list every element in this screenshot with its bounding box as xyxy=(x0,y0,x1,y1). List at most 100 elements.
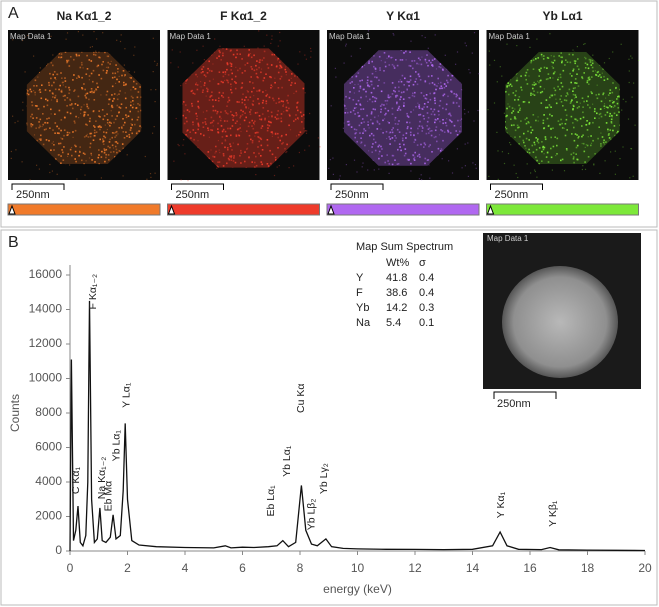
speckle xyxy=(111,115,113,117)
speckle xyxy=(536,177,537,178)
speckle xyxy=(219,116,221,118)
speckle xyxy=(516,80,518,82)
particle xyxy=(502,266,618,378)
speckle xyxy=(428,60,430,62)
speckle xyxy=(187,109,189,111)
speckle xyxy=(269,76,271,78)
speckle xyxy=(363,131,364,132)
speckle xyxy=(153,38,154,39)
scale-label: 250nm xyxy=(495,189,529,201)
speckle xyxy=(577,120,579,122)
speckle xyxy=(235,162,237,164)
speckle xyxy=(279,101,281,103)
speckle xyxy=(134,124,136,126)
speckle xyxy=(431,114,433,116)
speckle xyxy=(129,77,130,78)
speckle xyxy=(552,66,553,67)
speckle xyxy=(257,98,259,100)
speckle xyxy=(516,45,517,46)
speckle xyxy=(281,121,283,123)
speckle xyxy=(230,128,232,130)
speckle xyxy=(519,109,521,111)
speckle xyxy=(15,149,16,150)
speckle xyxy=(92,81,94,83)
speckle xyxy=(235,88,237,90)
speckle xyxy=(465,43,466,44)
speckle xyxy=(232,125,234,127)
speckle xyxy=(274,78,275,79)
speckle xyxy=(258,30,259,31)
speckle xyxy=(230,84,232,86)
speckle xyxy=(52,143,53,144)
speckle xyxy=(299,152,300,153)
speckle xyxy=(117,105,119,107)
speckle xyxy=(380,146,382,148)
speckle xyxy=(194,93,196,95)
speckle xyxy=(428,146,430,148)
speckle xyxy=(389,163,391,165)
speckle xyxy=(387,100,389,102)
speckle xyxy=(605,98,606,99)
speckle xyxy=(240,110,242,112)
speckle xyxy=(612,92,614,94)
speckle xyxy=(378,169,379,170)
speckle xyxy=(560,119,562,121)
speckle xyxy=(222,136,224,138)
speckle xyxy=(253,128,255,130)
speckle xyxy=(133,81,135,83)
peak-label: Y Kα₁ xyxy=(495,491,507,518)
speckle xyxy=(588,79,590,81)
speckle xyxy=(240,115,242,117)
speckle xyxy=(592,60,594,62)
speckle xyxy=(468,111,469,112)
speckle xyxy=(98,126,100,128)
speckle xyxy=(555,90,557,92)
speckle xyxy=(264,46,265,47)
speckle xyxy=(33,90,34,91)
speckle xyxy=(572,50,573,51)
speckle xyxy=(436,68,437,69)
speckle xyxy=(210,129,212,131)
speckle xyxy=(547,57,549,59)
speckle xyxy=(93,92,95,94)
speckle xyxy=(589,76,591,78)
speckle xyxy=(201,86,202,87)
speckle xyxy=(377,122,379,124)
speckle xyxy=(574,63,576,65)
speckle xyxy=(106,113,108,115)
speckle xyxy=(596,113,598,115)
speckle xyxy=(442,123,444,125)
table-cell: 0.3 xyxy=(419,302,434,314)
speckle xyxy=(500,66,501,67)
speckle xyxy=(242,72,244,74)
speckle xyxy=(366,115,368,117)
speckle xyxy=(573,94,575,96)
speckle xyxy=(361,67,362,68)
x-tick-label: 8 xyxy=(297,561,304,575)
speckle xyxy=(202,71,204,73)
speckle xyxy=(76,77,78,79)
speckle xyxy=(269,121,271,123)
speckle xyxy=(378,158,380,160)
speckle xyxy=(42,113,44,115)
speckle xyxy=(474,32,475,33)
speckle xyxy=(354,107,356,109)
speckle xyxy=(397,65,399,67)
speckle xyxy=(358,84,359,85)
speckle xyxy=(49,172,50,173)
speckle xyxy=(420,79,422,81)
speckle xyxy=(561,123,563,125)
speckle xyxy=(552,62,554,64)
speckle xyxy=(408,97,409,98)
speckle xyxy=(197,89,199,91)
speckle xyxy=(354,137,356,139)
speckle xyxy=(279,61,281,63)
speckle xyxy=(185,80,187,82)
speckle xyxy=(416,63,418,65)
speckle xyxy=(559,99,561,101)
speckle xyxy=(414,96,416,98)
speckle xyxy=(565,123,567,125)
speckle xyxy=(208,129,210,131)
speckle xyxy=(63,146,65,148)
y-axis-title: Counts xyxy=(8,394,22,432)
